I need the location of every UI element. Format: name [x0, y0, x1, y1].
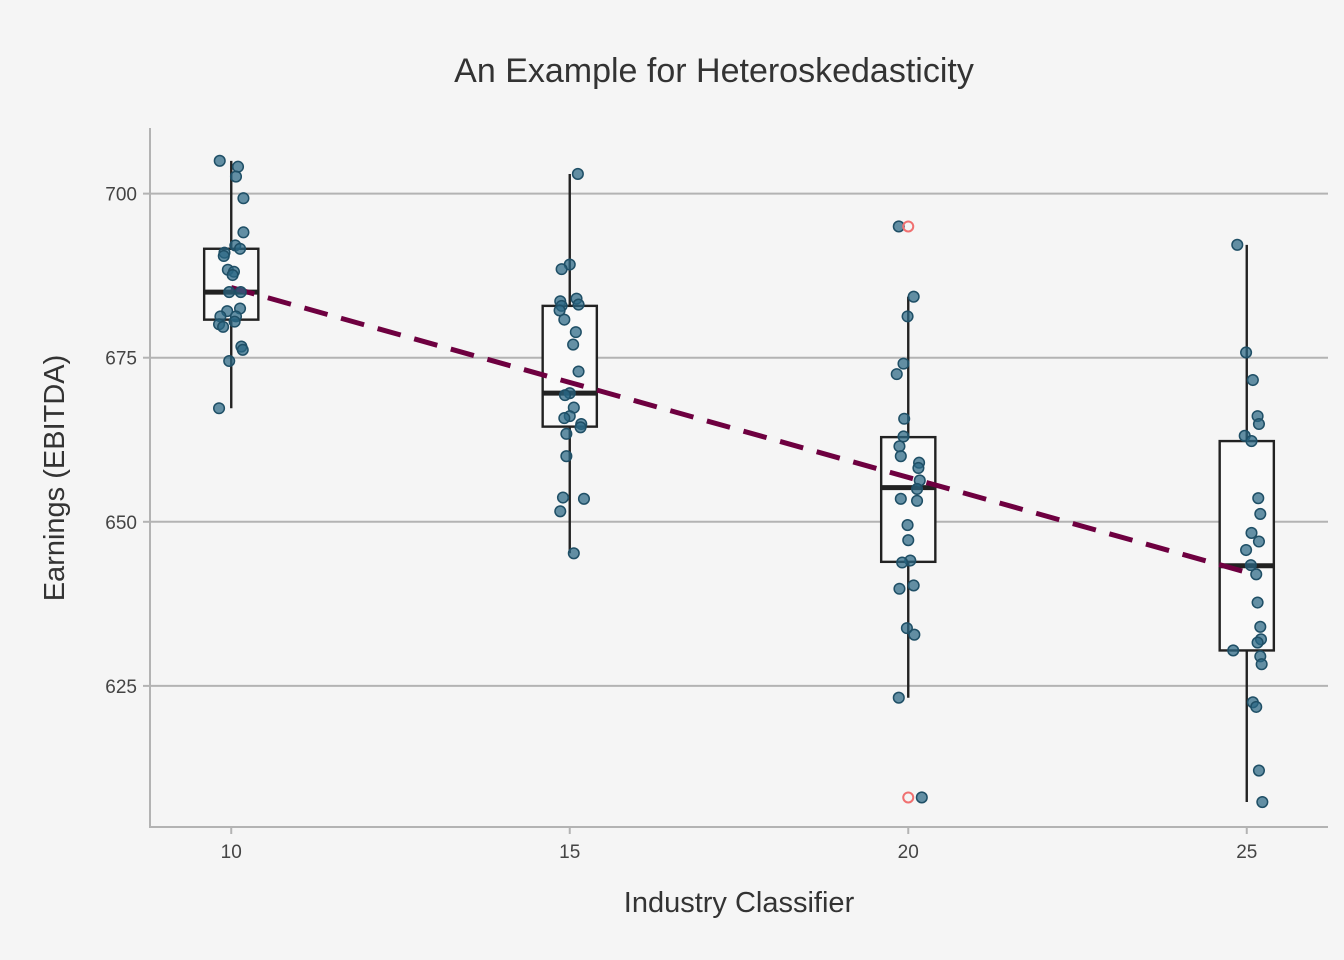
chart-title: An Example for Heteroskedasticity	[454, 52, 974, 90]
data-point	[1231, 238, 1244, 251]
data-point	[567, 547, 580, 560]
data-point	[558, 412, 571, 425]
data-point	[1254, 620, 1267, 633]
data-point	[213, 402, 226, 415]
gridlines	[150, 192, 1328, 687]
y-tick-label: 700	[105, 185, 137, 206]
x-tick-label: 25	[1236, 842, 1257, 863]
jitter-points	[213, 154, 1269, 809]
data-point	[901, 519, 914, 532]
data-point	[907, 290, 920, 303]
data-point	[890, 368, 903, 381]
x-tick-label: 15	[559, 842, 580, 863]
data-point	[217, 320, 230, 333]
data-point	[553, 304, 566, 317]
axes	[143, 128, 1328, 834]
data-point	[217, 249, 230, 263]
data-point	[1252, 764, 1265, 777]
outlier-points	[902, 220, 915, 804]
data-point	[1255, 658, 1268, 671]
data-point	[908, 628, 921, 641]
data-point	[234, 286, 247, 299]
data-point	[223, 286, 236, 299]
data-point	[898, 412, 911, 425]
x-tick-label: 10	[221, 842, 242, 863]
data-point	[902, 534, 915, 547]
data-point	[900, 622, 913, 635]
x-axis-title: Industry Classifier	[624, 887, 855, 919]
data-point	[1246, 373, 1259, 387]
data-point	[1240, 346, 1253, 359]
data-point	[1240, 543, 1253, 557]
data-point	[231, 160, 245, 173]
x-tick-label: 20	[898, 842, 919, 863]
trend-line-layer	[230, 285, 1248, 575]
data-point	[1252, 535, 1265, 548]
data-point	[896, 556, 909, 569]
data-point	[1256, 796, 1269, 809]
data-point	[907, 579, 920, 592]
data-point	[901, 310, 914, 323]
data-point	[893, 440, 906, 453]
data-point	[572, 298, 585, 311]
data-point	[911, 494, 924, 507]
data-point	[236, 343, 249, 356]
data-point	[233, 242, 247, 255]
y-axis-title: Earnings (EBITDA)	[39, 355, 71, 602]
data-point	[1251, 636, 1264, 649]
data-point	[911, 482, 924, 496]
data-point	[1250, 700, 1263, 713]
data-point	[1252, 417, 1265, 431]
data-point	[555, 263, 568, 276]
data-point	[558, 389, 572, 402]
data-point	[1251, 596, 1264, 609]
y-tick-label: 675	[105, 349, 137, 370]
outlier-point	[902, 791, 915, 804]
data-point	[567, 338, 580, 351]
data-point	[572, 365, 585, 378]
outlier-point	[902, 220, 915, 233]
data-point	[1252, 492, 1265, 505]
trend-line	[230, 285, 1248, 575]
data-point	[554, 505, 567, 518]
data-point	[894, 492, 907, 505]
data-point	[1245, 435, 1258, 448]
data-point	[577, 492, 591, 505]
data-point	[892, 691, 905, 704]
data-point	[213, 154, 226, 167]
data-point	[228, 315, 241, 328]
data-point	[897, 357, 910, 370]
data-point	[556, 491, 570, 504]
data-point	[560, 450, 573, 463]
boxplots	[202, 160, 1276, 803]
data-point	[226, 268, 239, 282]
y-tick-label: 625	[105, 677, 137, 698]
data-point	[237, 192, 250, 205]
data-point	[558, 313, 571, 326]
data-point	[894, 450, 907, 463]
data-point	[571, 167, 584, 180]
data-point	[1245, 526, 1258, 540]
data-point	[229, 170, 243, 183]
data-point	[912, 461, 925, 475]
data-point	[1250, 568, 1263, 581]
data-point	[1244, 559, 1257, 572]
data-point	[223, 354, 236, 368]
data-point	[560, 427, 573, 440]
data-point	[897, 430, 910, 443]
tick-labels: 625 650 675 700 10 15 20 25	[105, 185, 1257, 863]
data-point	[1227, 644, 1240, 657]
data-point	[574, 421, 587, 434]
data-point	[915, 791, 928, 804]
data-point	[893, 582, 906, 595]
data-point	[569, 326, 582, 339]
data-point	[1254, 507, 1267, 520]
y-tick-label: 650	[105, 513, 137, 534]
data-point	[237, 226, 250, 239]
